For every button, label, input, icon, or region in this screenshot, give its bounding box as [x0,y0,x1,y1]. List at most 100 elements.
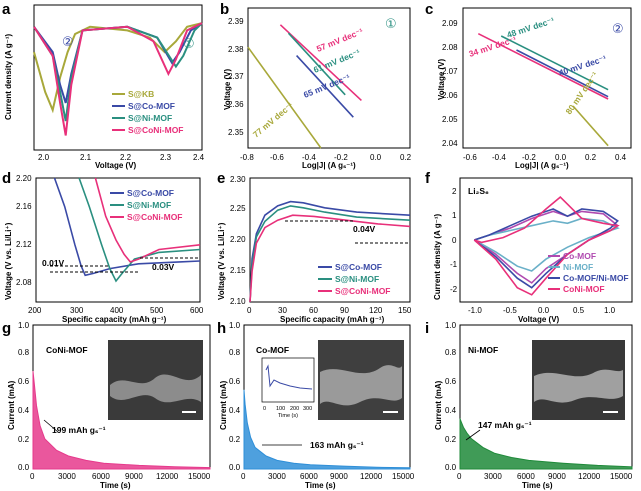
plot-frame [33,4,203,151]
x-tick-label: -0.6 [463,153,477,162]
y-tick-label: 0.6 [18,377,30,386]
x-axis-label: Log|J| (A gₛ⁻¹) [302,161,356,170]
y-axis-label: Voltage (V vs. Li/Li⁺) [4,222,13,300]
legend-entry: S@Ni-MOF [128,113,172,123]
y-tick-label: 2.20 [16,174,32,183]
panel-h: h Current (mA) Time (s) 0 3000 6000 9000… [217,320,415,490]
x-tick-label: -0.6 [270,153,284,162]
x-tick-label: 0.0 [370,153,382,162]
peak-marker-1: ① [183,36,195,51]
inset-frame [261,357,315,403]
series-line-b-0 [279,24,362,101]
x-tick-label: -0.2 [522,153,536,162]
x-tick-label: -0.4 [302,153,316,162]
x-tick-label: 2.4 [193,153,205,162]
x-axis-label: Time (s) [522,481,553,490]
x-tick-label: 15000 [188,472,211,481]
slope-label: 77 mV dec⁻¹ [251,100,295,140]
x-tick-label: 3000 [484,472,502,481]
x-tick-label: 0.5 [573,306,585,315]
y-tick-label: 2.15 [230,266,246,275]
x-tick-label: 0.2 [400,153,412,162]
plot-frame [247,7,411,149]
y-tick-label: 2.16 [16,202,32,211]
series-line-c-0 [500,35,609,91]
legend: Co-MOF Ni-MOF Co-MOF/Ni-MOF CoNi-MOF [548,251,629,294]
sem-texture [110,374,201,403]
series-line-c-2 [516,49,609,98]
y-tick-label: -1 [450,260,458,269]
x-tick-label: -0.5 [503,306,517,315]
x-tick-label: 30 [278,306,287,315]
series-line-c-3 [572,105,609,147]
x-tick-label: -1.0 [468,306,482,315]
x-axis-label: Voltage (V) [95,161,137,170]
y-tick-label: 2 [452,187,457,196]
panel-label: g [2,320,11,337]
series-area [243,389,411,470]
y-tick-label: 0.0 [445,463,457,472]
legend-entry: S@CoNi-MOF [128,125,184,135]
x-tick-label: 0 [247,306,252,315]
series-line-coni-mof [473,196,620,296]
series-line-s-coni-mof [94,177,201,263]
y-axis-label: Current density (A g⁻¹) [4,34,13,120]
x-tick-label: 0.2 [585,153,597,162]
sem-texture [534,369,623,403]
y-tick-label: 2.06 [442,91,458,100]
x-tick-label: 120 [369,306,383,315]
y-tick-label: 2.09 [442,19,458,28]
x-tick-label: 0 [30,472,35,481]
x-tick-label: 12000 [360,472,383,481]
x-tick-label: -0.2 [334,153,348,162]
panel-i: i Current (mA) Time (s) 0 3000 6000 9000… [425,320,633,490]
series-area-ni-mof [459,418,633,470]
x-tick-label: 0.4 [615,153,627,162]
y-axis-label: Voltage (V) [223,68,232,110]
y-tick-label: 0.6 [445,377,457,386]
legend: S@KB S@Co-MOF S@Ni-MOF S@CoNi-MOF [112,89,184,135]
x-tick-label: 2.2 [120,153,132,162]
inset-x-tick: 0 [263,406,266,412]
peak-marker-2: ② [612,21,624,36]
y-tick-label: 2.07 [442,67,458,76]
x-tick-label: -0.8 [240,153,254,162]
x-tick-label: 15000 [392,472,415,481]
y-tick-label: 0.4 [18,406,30,415]
y-tick-label: 0.2 [18,435,30,444]
panel-label: c [425,1,433,18]
x-axis-label: Specific capacity (mAh g⁻¹) [280,315,385,324]
series-line-ni-mof [473,217,620,272]
y-axis-label: Voltage (V) [437,58,446,100]
y-tick-label: 2.04 [442,139,458,148]
y-tick-label: 0.2 [445,435,457,444]
legend-entry: Co-MOF/Ni-MOF [563,273,629,283]
legend-entry: S@KB [128,89,154,99]
y-tick-label: 2.39 [228,17,244,26]
x-tick-label: 2.1 [80,153,92,162]
panel-d: d Voltage (V vs. Li/Li⁺) Specific capaci… [2,170,204,324]
series-line-b-1 [287,32,346,96]
capacity-label: 163 mAh gₛ⁻¹ [310,440,364,450]
x-tick-label: 1.0 [604,306,616,315]
x-tick-label: 0.0 [555,153,567,162]
x-tick-label: 500 [150,306,164,315]
legend-entry: S@CoNi-MOF [127,212,183,222]
slope-label: 65 mV dec⁻¹ [302,72,352,100]
sem-texture [320,365,402,406]
annotation-label: 0.01V [42,258,65,268]
panel-label: a [2,1,11,18]
x-tick-label: 9000 [330,472,348,481]
series-line-s-kb [33,22,203,114]
y-tick-label: 1 [452,211,457,220]
y-tick-label: 0.4 [229,406,241,415]
callout-line [43,419,59,433]
y-tick-label: 2.30 [230,175,246,184]
panel-label: i [425,320,429,337]
series-lines [477,32,609,147]
series-lines [33,22,203,136]
series-line-b-3 [247,46,322,149]
panel-g: g Current (mA) Time (s) 0 3000 6000 9000… [2,320,211,490]
sample-name: Co-MOF [256,345,289,355]
